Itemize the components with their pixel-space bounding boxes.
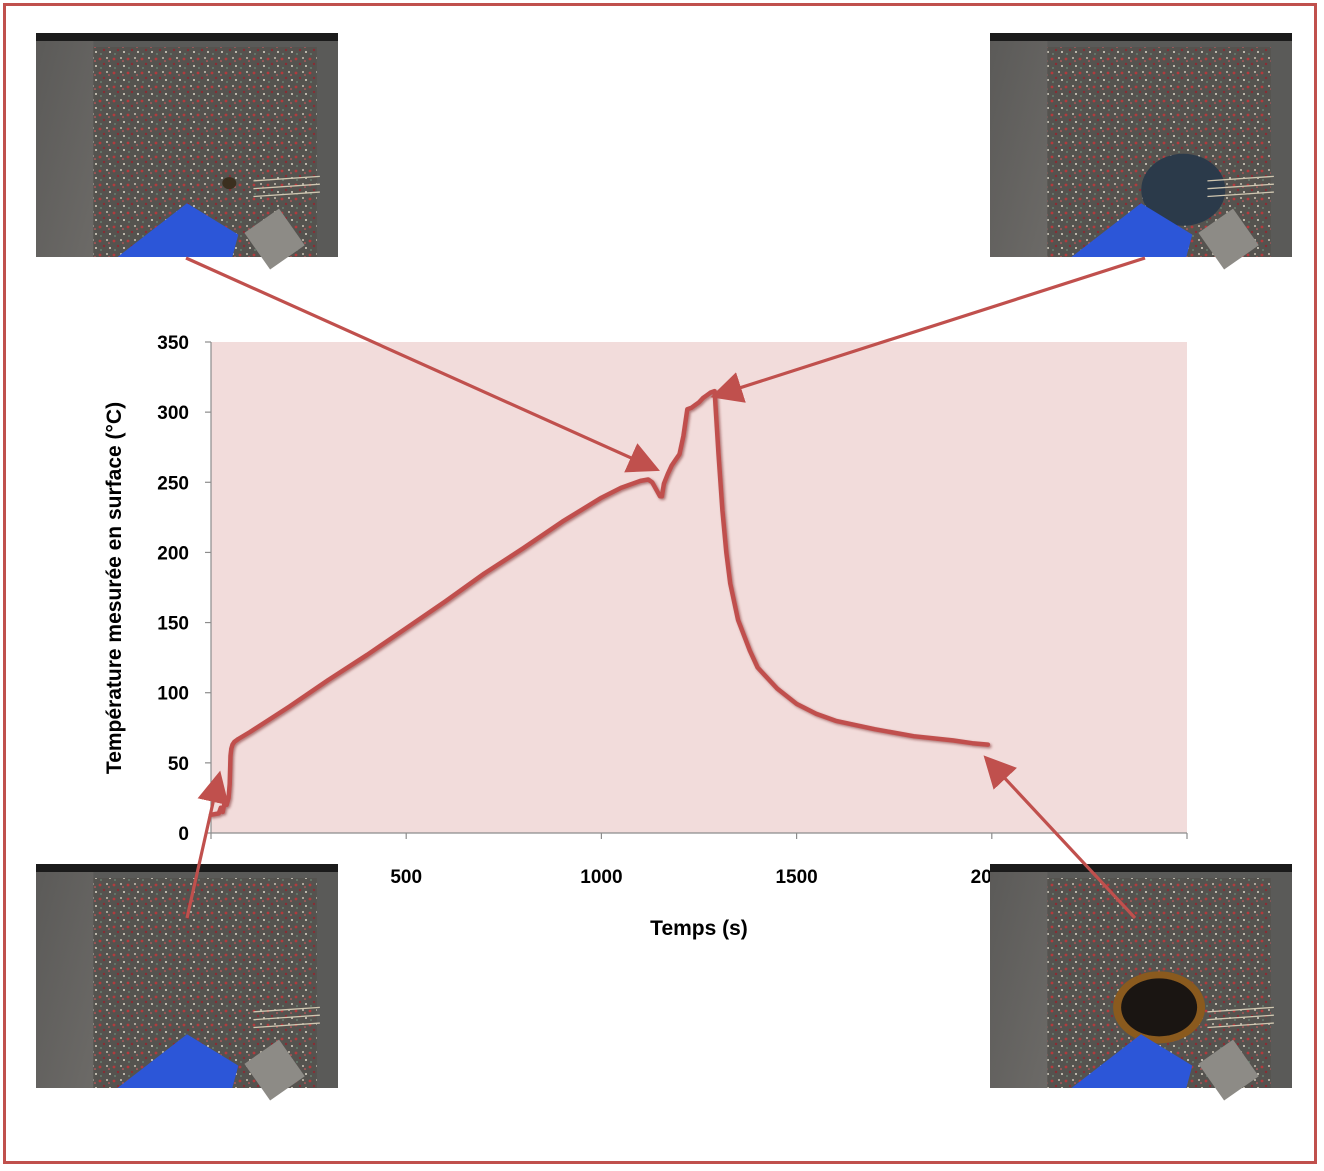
y-tick-label: 100 <box>157 684 189 705</box>
y-axis-label: Température mesurée en surface (°C) <box>103 402 126 774</box>
arrow-top-right <box>710 256 1146 403</box>
photo-bottom-left <box>36 864 338 1101</box>
arrow-bottom-right <box>983 755 1137 920</box>
x-tick-label: 500 <box>390 867 422 888</box>
y-tick-label: 250 <box>157 473 189 494</box>
x-tick-label: 1500 <box>775 867 817 888</box>
photo-top-right <box>990 33 1292 270</box>
x-axis-label: Temps (s) <box>650 917 748 940</box>
photo-bottom-right <box>990 864 1292 1101</box>
y-tick-label: 300 <box>157 403 189 424</box>
series-layer <box>208 388 991 818</box>
photos-layer <box>36 33 1292 1101</box>
x-tick-label: 1000 <box>580 867 622 888</box>
annotation-arrows <box>185 256 1146 920</box>
figure-frame <box>3 3 1317 1164</box>
y-tick-label: 50 <box>168 754 189 775</box>
y-tick-label: 0 <box>178 824 189 845</box>
y-axis-ticks: 0 50 100 150 200 250 300 350 <box>157 333 211 845</box>
arrow-top-left <box>185 256 660 473</box>
plot-area <box>211 342 1187 833</box>
photo-top-left <box>36 33 338 270</box>
arrow-bottom-left <box>185 770 229 919</box>
temperature-series-line <box>208 388 991 818</box>
y-tick-label: 200 <box>157 543 189 564</box>
y-tick-label: 350 <box>157 333 189 354</box>
y-tick-label: 150 <box>157 614 189 635</box>
